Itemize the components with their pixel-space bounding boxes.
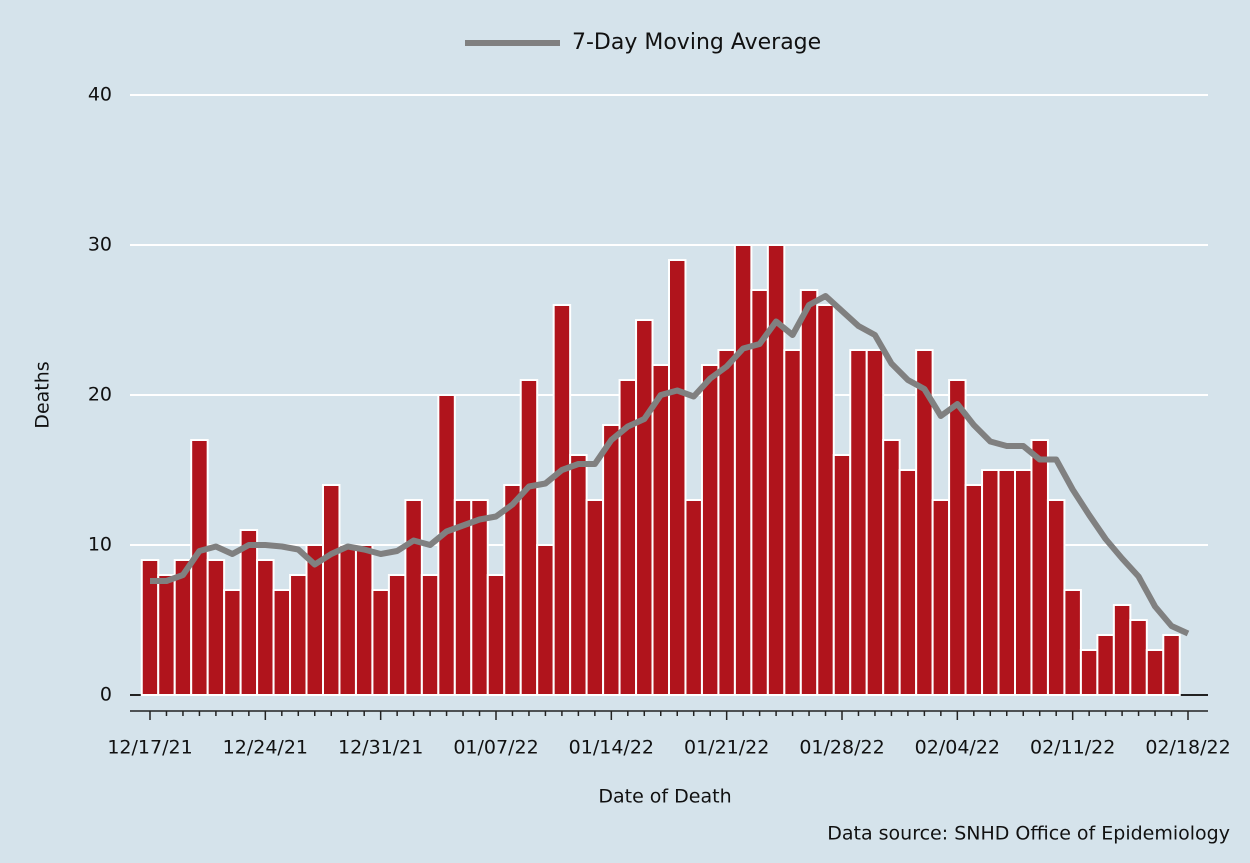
bar <box>1129 619 1148 696</box>
bar <box>684 499 703 696</box>
y-tick-label: 30 <box>88 234 112 256</box>
bar <box>783 349 802 696</box>
x-tick-label: 12/24/21 <box>223 737 308 759</box>
x-tick-label: 01/07/22 <box>453 737 538 759</box>
bar <box>1030 439 1049 696</box>
bar <box>865 349 885 696</box>
bar <box>931 499 951 696</box>
bar <box>882 439 901 696</box>
x-tick-label: 01/28/22 <box>799 737 884 759</box>
y-tick-label: 0 <box>100 684 112 706</box>
bar <box>338 544 357 696</box>
bar <box>799 289 819 696</box>
bar <box>387 574 407 696</box>
bar <box>766 244 786 696</box>
bar <box>700 364 720 696</box>
bar <box>354 544 374 696</box>
bar <box>750 289 769 696</box>
bar <box>1079 649 1099 696</box>
bar <box>1014 469 1033 696</box>
x-axis-title: Date of Death <box>598 786 731 808</box>
bar <box>1096 634 1115 696</box>
bar <box>371 589 390 696</box>
y-tick-label: 40 <box>88 84 112 106</box>
bar <box>305 544 324 696</box>
bar <box>1046 499 1066 696</box>
bar <box>898 469 918 696</box>
legend-label: 7-Day Moving Average <box>572 30 821 55</box>
y-axis-title: Deaths <box>32 361 54 428</box>
x-tick-label: 01/14/22 <box>569 737 654 759</box>
bar <box>519 379 539 696</box>
bar <box>832 454 852 696</box>
bar <box>272 589 292 696</box>
bar <box>717 349 736 696</box>
bar <box>190 439 209 696</box>
bar <box>206 559 226 696</box>
bar <box>1162 634 1181 696</box>
bar <box>1112 604 1132 696</box>
bar <box>552 304 572 696</box>
bar <box>733 244 753 696</box>
bar <box>668 259 687 696</box>
bar <box>1145 649 1165 696</box>
bar <box>486 574 506 696</box>
bar <box>420 574 440 696</box>
x-tick-label: 02/18/22 <box>1145 737 1230 759</box>
y-tick-label: 20 <box>88 384 112 406</box>
bar <box>437 394 456 696</box>
bar <box>651 364 670 696</box>
bar <box>256 559 275 696</box>
bar <box>223 589 242 696</box>
y-tick-label: 10 <box>88 534 112 556</box>
bar <box>404 499 423 696</box>
line <box>150 293 1190 637</box>
bar <box>585 499 605 696</box>
bar <box>569 454 588 696</box>
bar <box>470 499 489 696</box>
x-tick-label: 12/17/21 <box>107 737 192 759</box>
bar <box>536 544 555 696</box>
bar <box>602 424 621 696</box>
x-tick-label: 01/21/22 <box>684 737 769 759</box>
x-tick-label: 02/11/22 <box>1030 737 1115 759</box>
bar <box>981 469 1000 696</box>
bar <box>948 379 967 696</box>
bar <box>289 574 308 696</box>
bar <box>157 574 176 696</box>
bar <box>964 484 984 696</box>
bar <box>816 304 835 696</box>
x-tick-label: 12/31/21 <box>338 737 423 759</box>
bar <box>503 484 522 696</box>
bar <box>849 349 868 696</box>
bar <box>322 484 341 696</box>
bar <box>1063 589 1082 696</box>
x-tick-label: 02/04/22 <box>915 737 1000 759</box>
bar <box>997 469 1016 696</box>
bar <box>635 319 654 696</box>
source-note: Data source: SNHD Office of Epidemiology <box>827 823 1230 845</box>
bar <box>239 529 259 696</box>
